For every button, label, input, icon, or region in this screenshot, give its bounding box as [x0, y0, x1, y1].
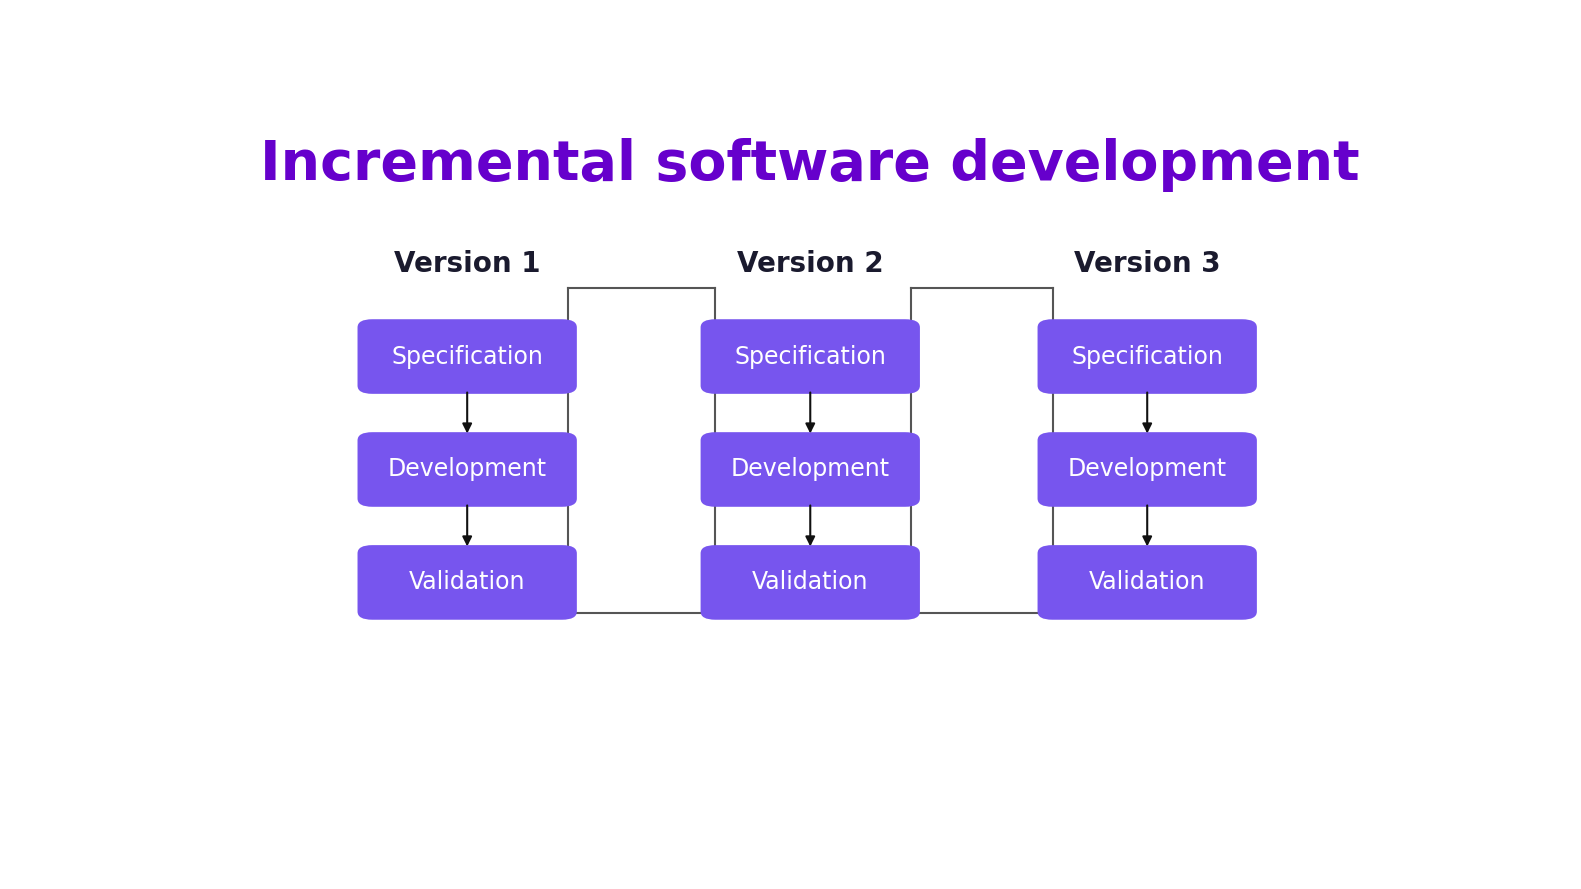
FancyBboxPatch shape	[357, 432, 577, 507]
Text: Validation: Validation	[753, 571, 868, 595]
FancyBboxPatch shape	[700, 545, 920, 620]
FancyBboxPatch shape	[700, 432, 920, 507]
FancyBboxPatch shape	[700, 319, 920, 394]
Text: Incremental software development: Incremental software development	[261, 138, 1360, 192]
FancyBboxPatch shape	[1037, 545, 1257, 620]
FancyBboxPatch shape	[1037, 432, 1257, 507]
FancyBboxPatch shape	[357, 545, 577, 620]
Text: Development: Development	[387, 458, 547, 482]
Text: Validation: Validation	[409, 571, 525, 595]
Text: Validation: Validation	[1089, 571, 1205, 595]
Text: Version 1: Version 1	[394, 250, 541, 278]
FancyBboxPatch shape	[1037, 319, 1257, 394]
Text: Specification: Specification	[734, 345, 887, 369]
Text: Development: Development	[730, 458, 890, 482]
Text: Specification: Specification	[391, 345, 544, 369]
Text: Specification: Specification	[1072, 345, 1224, 369]
FancyBboxPatch shape	[357, 319, 577, 394]
Text: Version 2: Version 2	[737, 250, 884, 278]
Text: Development: Development	[1067, 458, 1227, 482]
Text: Version 3: Version 3	[1073, 250, 1221, 278]
